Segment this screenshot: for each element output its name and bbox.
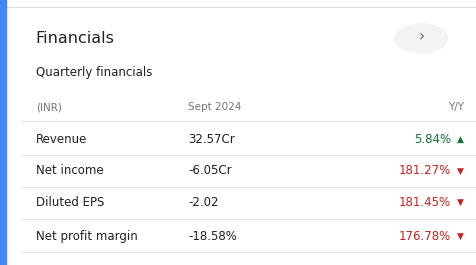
Text: 176.78%: 176.78% <box>398 230 451 243</box>
Text: 181.45%: 181.45% <box>398 196 451 209</box>
Text: Diluted EPS: Diluted EPS <box>36 196 104 209</box>
Text: Quarterly financials: Quarterly financials <box>36 66 152 80</box>
Text: 181.27%: 181.27% <box>398 164 451 178</box>
Text: Sept 2024: Sept 2024 <box>188 102 241 112</box>
Circle shape <box>395 24 447 53</box>
Text: Y/Y: Y/Y <box>448 102 464 112</box>
Text: ▼: ▼ <box>457 198 464 207</box>
Bar <box>0 0 6 265</box>
Text: ›: › <box>418 30 424 45</box>
Text: Financials: Financials <box>36 31 115 46</box>
Text: Revenue: Revenue <box>36 132 87 146</box>
Text: ▼: ▼ <box>457 166 464 175</box>
Text: Net income: Net income <box>36 164 103 178</box>
Text: Net profit margin: Net profit margin <box>36 230 138 243</box>
Text: 32.57Cr: 32.57Cr <box>188 132 235 146</box>
Text: -18.58%: -18.58% <box>188 230 237 243</box>
Text: ▲: ▲ <box>457 135 464 144</box>
Text: 5.84%: 5.84% <box>414 132 451 146</box>
Text: ▼: ▼ <box>457 232 464 241</box>
Text: -6.05Cr: -6.05Cr <box>188 164 232 178</box>
Text: -2.02: -2.02 <box>188 196 218 209</box>
Text: (INR): (INR) <box>36 102 61 112</box>
